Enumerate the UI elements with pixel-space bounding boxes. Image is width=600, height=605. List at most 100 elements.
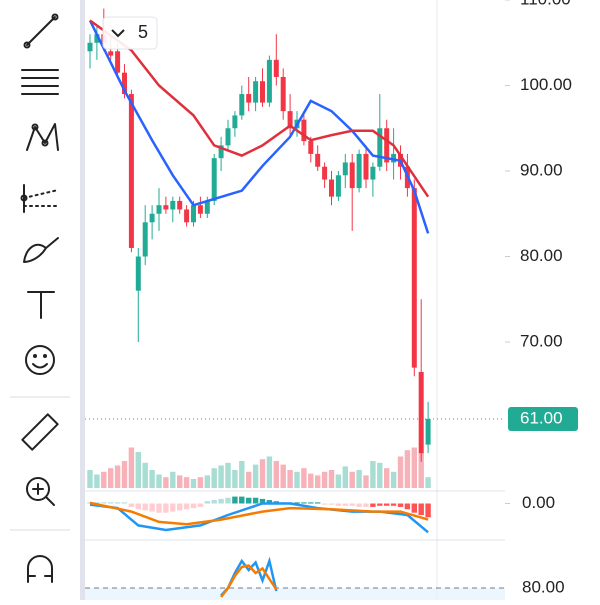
candle-body xyxy=(418,371,424,454)
fib-tool[interactable] xyxy=(21,69,59,95)
candle-body xyxy=(363,153,369,180)
magnet-tool[interactable] xyxy=(27,555,53,583)
macd-histogram-bar xyxy=(121,502,128,504)
volume-bar xyxy=(246,471,252,488)
candle-body xyxy=(184,209,190,223)
text-tool[interactable] xyxy=(27,291,55,319)
volume-bar xyxy=(287,470,293,488)
candle-body xyxy=(94,34,100,43)
volume-bar xyxy=(218,465,224,488)
candle-body xyxy=(287,111,293,129)
macd-histogram-bar xyxy=(114,502,121,504)
volume-bar xyxy=(370,461,376,488)
volume-bar xyxy=(170,471,176,488)
macd-histogram-bar xyxy=(239,496,245,504)
macd-histogram-bar xyxy=(225,497,231,504)
candle-body xyxy=(225,128,231,146)
volume-bar xyxy=(335,474,342,488)
macd-histogram-bar xyxy=(259,498,266,504)
candle-body xyxy=(329,179,334,197)
y-tick-label: 90.00 xyxy=(520,160,563,179)
macd-histogram-bar xyxy=(108,502,114,504)
candle-body xyxy=(260,81,265,103)
macd-histogram-bar xyxy=(404,503,411,510)
macd-histogram-bar xyxy=(190,503,197,509)
volume-bar xyxy=(204,475,210,488)
ruler-tool[interactable] xyxy=(21,413,59,451)
y-tick-label: 110.00 xyxy=(520,0,571,8)
pattern-tool[interactable] xyxy=(26,123,59,151)
macd-histogram-bar xyxy=(425,503,431,518)
candle-body xyxy=(253,81,259,103)
volume-bar xyxy=(183,477,190,488)
macd-histogram-bar xyxy=(232,496,238,504)
y-tick-label: 100.00 xyxy=(520,75,572,94)
candle-body xyxy=(232,115,238,129)
candle-body xyxy=(108,51,114,56)
y-tick-label: 80.00 xyxy=(522,577,565,596)
candle-body xyxy=(273,59,279,77)
macd-histogram-bar xyxy=(246,497,252,504)
volume-bar xyxy=(294,471,300,488)
volume-bar xyxy=(225,462,231,488)
candle-body xyxy=(115,51,121,73)
candle-body xyxy=(197,205,203,214)
candle-body xyxy=(122,72,127,95)
candle-body xyxy=(163,205,169,210)
candle-body xyxy=(266,59,272,103)
macd-histogram-bar xyxy=(94,502,100,504)
volume-bar xyxy=(315,475,321,488)
volume-bar xyxy=(397,456,404,488)
volume-bar xyxy=(280,464,286,488)
emoji-tool[interactable] xyxy=(25,345,55,375)
brush-tool[interactable] xyxy=(23,237,59,263)
volume-bar xyxy=(87,470,93,488)
volume-bar xyxy=(266,456,273,488)
macd-histogram-bar xyxy=(370,503,376,507)
candle-body xyxy=(411,188,417,368)
candle-body xyxy=(142,222,148,257)
trend-line-tool[interactable] xyxy=(23,13,59,49)
macd-histogram-bar xyxy=(204,501,210,504)
volume-bar xyxy=(94,474,100,488)
volume-bar xyxy=(321,471,328,488)
macd-histogram-bar xyxy=(308,502,314,504)
candle-body xyxy=(315,153,321,167)
macd-histogram-bar xyxy=(294,502,300,504)
volume-bar xyxy=(142,462,148,488)
candle-body xyxy=(377,128,383,167)
macd-histogram-bar xyxy=(252,497,259,504)
candle-body xyxy=(384,128,390,163)
moving-average xyxy=(88,19,430,234)
macd-histogram-bar xyxy=(328,503,335,505)
macd-histogram-bar xyxy=(411,503,417,513)
volume-bar xyxy=(425,477,431,488)
macd-histogram-bar xyxy=(183,503,190,510)
macd-histogram-bar xyxy=(301,502,307,504)
volume-bar xyxy=(135,452,141,488)
candle-body xyxy=(128,94,134,248)
prediction-tool[interactable] xyxy=(20,184,59,213)
volume-bar xyxy=(349,471,355,488)
candle-body xyxy=(370,166,376,180)
macd-histogram-bar xyxy=(363,503,369,507)
macd-histogram-bar xyxy=(315,502,321,504)
macd-histogram-bar xyxy=(128,503,135,507)
rsi-band xyxy=(85,588,505,605)
volume-bar xyxy=(177,475,183,488)
volume-bar xyxy=(363,475,369,488)
candle-body xyxy=(342,162,348,176)
candle-body xyxy=(335,175,341,197)
y-tick-label: 70.00 xyxy=(520,331,563,350)
volume-bar xyxy=(308,473,314,488)
zoom-tool[interactable] xyxy=(26,477,55,506)
macd-histogram-bar xyxy=(149,503,155,512)
volume-bar xyxy=(163,477,169,488)
volume-bar xyxy=(121,461,128,488)
volume-bar xyxy=(239,461,245,488)
volume-bar xyxy=(259,459,266,488)
interval-button[interactable] xyxy=(102,16,158,50)
macd-histogram-bar xyxy=(397,503,404,507)
macd-histogram-bar xyxy=(342,503,348,506)
